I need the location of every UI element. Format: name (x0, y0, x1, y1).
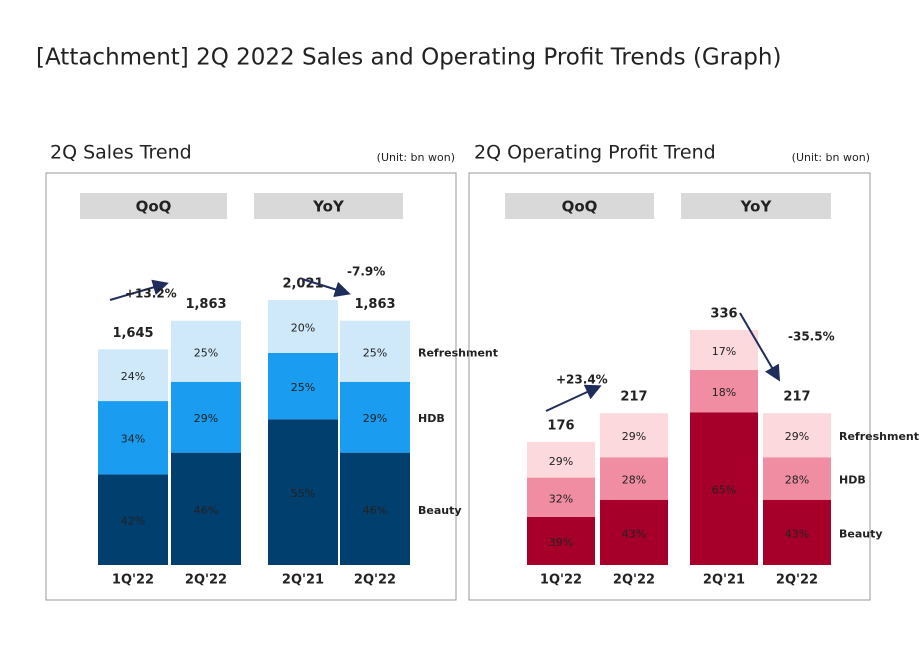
group-label: YoY (740, 198, 773, 216)
legend-label: Refreshment (839, 430, 919, 443)
bar-segment (600, 413, 668, 458)
change-arrow (109, 279, 169, 301)
bar-segment (340, 381, 410, 453)
segment-label: 20% (291, 322, 315, 335)
bar-segment (98, 474, 168, 565)
segment-label: 39% (549, 536, 573, 549)
x-tick-label: 2Q'21 (282, 573, 324, 588)
group-header (505, 193, 654, 219)
bar-segment (340, 320, 410, 382)
x-tick-label: 1Q'22 (112, 573, 154, 588)
segment-label: 25% (363, 346, 387, 359)
total-label: 217 (620, 390, 647, 405)
page-title: [Attachment] 2Q 2022 Sales and Operating… (36, 45, 781, 71)
panel-frame (468, 172, 871, 601)
bar-segment (763, 499, 831, 565)
segment-label: 29% (785, 430, 809, 443)
segment-label: 28% (785, 473, 809, 486)
segment-label: 43% (785, 527, 809, 540)
x-tick-label: 2Q'22 (776, 573, 818, 588)
segment-label: 29% (622, 430, 646, 443)
segment-label: 29% (549, 455, 573, 468)
x-tick-label: 2Q'22 (354, 573, 396, 588)
unit-label: (Unit: bn won) (377, 151, 455, 164)
segment-label: 46% (194, 504, 218, 517)
group-header (681, 193, 831, 219)
total-label: 336 (710, 307, 737, 322)
bar-segment (600, 457, 668, 500)
bar-segment (690, 412, 758, 565)
bar-segment (268, 419, 338, 565)
unit-label: (Unit: bn won) (792, 151, 870, 164)
bar-segment (340, 452, 410, 565)
bar-segment (527, 441, 595, 478)
segment-label: 65% (712, 484, 736, 497)
bar-segment (98, 349, 168, 402)
segment-label: 46% (363, 504, 387, 517)
bar-segment (171, 320, 241, 382)
legend-label: Beauty (418, 504, 462, 517)
bar-segment (600, 499, 668, 565)
bar-segment (98, 401, 168, 475)
bar-segment (171, 381, 241, 453)
bar-segment (690, 330, 758, 370)
chart-title: 2Q Sales Trend (50, 142, 192, 164)
change-arrow (739, 312, 781, 382)
x-tick-label: 2Q'21 (703, 573, 745, 588)
change-label: -35.5% (788, 330, 835, 344)
segment-label: 24% (121, 370, 145, 383)
group-header (80, 193, 227, 219)
legend-label: HDB (418, 412, 445, 425)
change-label: -7.9% (347, 265, 385, 279)
bar-segment (527, 477, 595, 517)
segment-label: 17% (712, 345, 736, 358)
bar-segment (763, 413, 831, 458)
change-arrow (545, 384, 602, 412)
bar-segment (171, 452, 241, 565)
total-label: 217 (783, 390, 810, 405)
group-header (254, 193, 403, 219)
chart-title: 2Q Operating Profit Trend (474, 142, 716, 164)
segment-label: 28% (622, 473, 646, 486)
segment-label: 42% (121, 515, 145, 528)
change-label: +23.4% (556, 373, 608, 387)
bar-segment (690, 369, 758, 413)
group-label: QoQ (136, 198, 172, 216)
total-label: 1,645 (112, 326, 153, 341)
legend-label: HDB (839, 473, 866, 486)
group-label: YoY (312, 198, 345, 216)
segment-label: 32% (549, 492, 573, 505)
bar-segment (268, 300, 338, 353)
bar-segment (763, 457, 831, 500)
segment-label: 29% (194, 412, 218, 425)
segment-label: 29% (363, 412, 387, 425)
change-arrow (301, 278, 351, 298)
total-label: 2,021 (282, 277, 323, 292)
group-label: QoQ (562, 198, 598, 216)
change-label: +13.2% (125, 287, 177, 301)
total-label: 176 (547, 418, 574, 433)
segment-label: 34% (121, 433, 145, 446)
panel-frame (45, 172, 457, 601)
total-label: 1,863 (185, 297, 226, 312)
segment-label: 25% (291, 381, 315, 394)
legend-label: Refreshment (418, 346, 498, 359)
bar-segment (527, 516, 595, 565)
segment-label: 55% (291, 487, 315, 500)
x-tick-label: 2Q'22 (185, 573, 227, 588)
segment-label: 43% (622, 527, 646, 540)
segment-label: 18% (712, 386, 736, 399)
total-label: 1,863 (354, 297, 395, 312)
legend-label: Beauty (839, 527, 883, 540)
segment-label: 25% (194, 346, 218, 359)
x-tick-label: 2Q'22 (613, 573, 655, 588)
bar-segment (268, 353, 338, 420)
x-tick-label: 1Q'22 (540, 573, 582, 588)
